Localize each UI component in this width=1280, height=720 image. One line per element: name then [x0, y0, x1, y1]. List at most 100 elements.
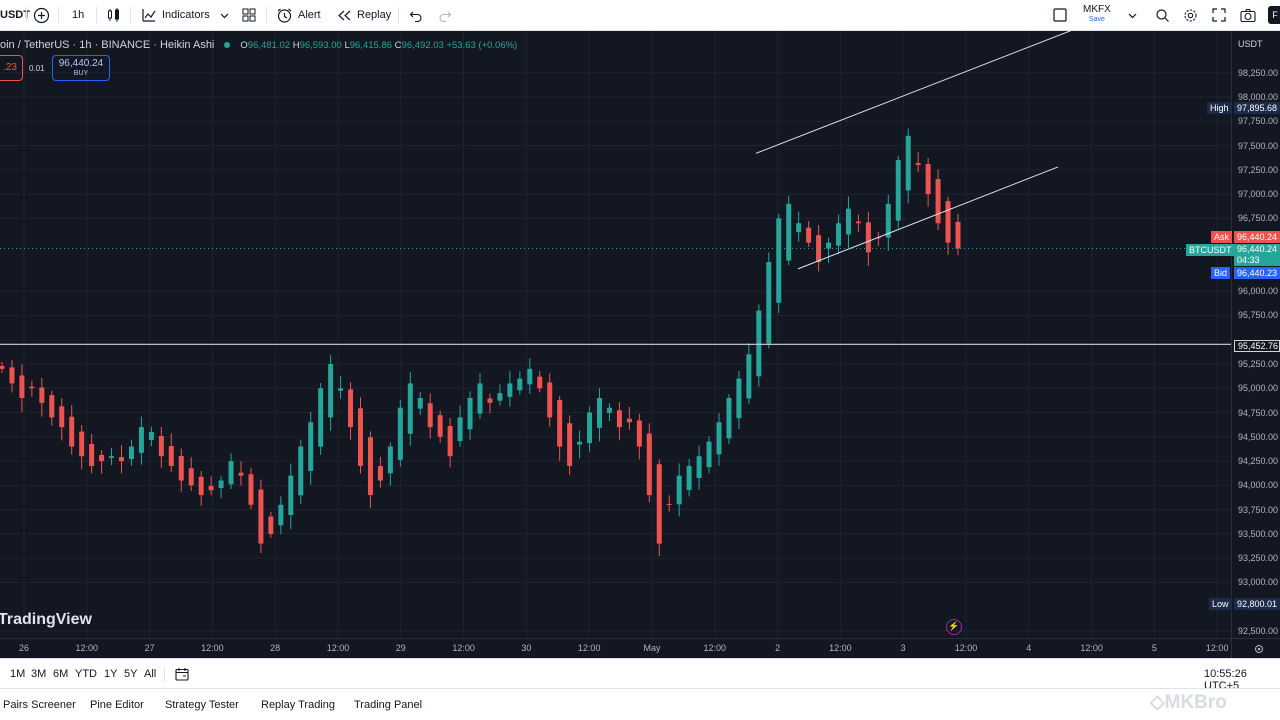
candle-body — [9, 367, 15, 384]
candle-body — [587, 412, 593, 444]
candle-body — [278, 504, 284, 526]
drawings — [0, 31, 1231, 345]
tab-pine-editor[interactable]: Pine Editor — [90, 699, 144, 711]
avatar[interactable]: F — [1268, 6, 1280, 24]
chart-canvas[interactable] — [0, 31, 1231, 638]
undo-button[interactable] — [409, 0, 423, 30]
candle-body — [577, 441, 583, 445]
candle-body — [865, 222, 871, 253]
candle-body — [367, 437, 373, 496]
candle-body — [885, 203, 891, 238]
candles — [0, 128, 961, 557]
candle-body — [686, 465, 692, 491]
bottom-panel-tabs: Pairs Screener Pine Editor Strategy Test… — [0, 688, 1280, 720]
compare-symbol-button[interactable] — [33, 0, 50, 30]
candle-body — [935, 179, 941, 224]
price-axis[interactable]: USDT 98,250.00 98,000.00 97,750.00 97,500.0… — [1231, 31, 1280, 638]
legend-ohlc: O96,481.02 H96,593.00 L96,415.86 C96,492… — [240, 40, 517, 51]
currency-label[interactable]: USDT — [1238, 39, 1263, 49]
events-icon[interactable]: ⚡ — [946, 619, 962, 635]
legend-title[interactable]: oin / TetherUS · 1h · BINANCE · Heikin A… — [0, 39, 215, 51]
camera-icon — [1240, 8, 1256, 22]
candle-body — [467, 397, 473, 430]
fullscreen-button[interactable] — [1212, 0, 1226, 30]
candle-body — [318, 388, 324, 447]
time-tick-label: 12:00 — [577, 643, 601, 653]
range-3m[interactable]: 3M — [31, 668, 47, 680]
price-tick-label: 94,500.00 — [1238, 431, 1279, 442]
time-tick-label: 12:00 — [201, 643, 224, 653]
candle-body — [457, 417, 463, 442]
tab-pairs-screener[interactable]: Pairs Screener — [3, 699, 76, 711]
candle-body — [507, 383, 513, 397]
candle-body — [89, 443, 95, 466]
price-tick-label: 95,250.00 — [1238, 359, 1279, 369]
candle-body — [387, 446, 393, 474]
layout-name-button[interactable]: MKFX Save — [1083, 0, 1111, 30]
snapshot-button[interactable] — [1240, 0, 1256, 30]
candle-body — [527, 368, 533, 385]
time-tick-label: 12:00 — [703, 643, 727, 653]
price-tick-label: 98,250.00 — [1238, 67, 1279, 78]
alert-button[interactable]: Alert — [276, 0, 321, 30]
axis-settings-button[interactable] — [1231, 638, 1280, 658]
grid-layout-icon — [242, 8, 256, 22]
redo-button[interactable] — [438, 0, 452, 30]
calendar-icon[interactable] — [175, 667, 189, 681]
price-tick-label: 96,000.00 — [1238, 286, 1279, 297]
time-tick-label: 29 — [395, 643, 406, 653]
candle-body — [905, 135, 911, 191]
settings-button[interactable] — [1183, 0, 1198, 30]
time-axis[interactable]: 26 12:00 27 12:00 28 12:00 29 12:00 30 12:00 May 12… — [0, 638, 1231, 658]
price-tick-label: 97,000.00 — [1238, 189, 1279, 200]
range-ytd[interactable]: YTD — [75, 668, 97, 680]
indicators-button[interactable]: Indicators — [141, 0, 210, 30]
candle-body — [238, 472, 244, 476]
candle-body — [915, 163, 921, 165]
chart-legend: oin / TetherUS · 1h · BINANCE · Heikin A… — [0, 38, 517, 52]
quick-search-button[interactable] — [1155, 0, 1170, 30]
redo-icon — [439, 11, 452, 22]
symbol-search-button[interactable]: USDT — [0, 0, 30, 30]
time-tick-label: 12:00 — [452, 643, 475, 653]
price-tick-label: 97,500.00 — [1238, 140, 1279, 151]
replay-button[interactable]: Replay — [337, 0, 391, 30]
range-1m[interactable]: 1M — [10, 668, 26, 680]
candle-body — [308, 422, 314, 471]
candle-body — [955, 221, 961, 249]
range-6m[interactable]: 6M — [53, 668, 69, 680]
chart-type-button[interactable] — [106, 0, 122, 30]
sell-price: .23 — [3, 62, 17, 73]
indicators-icon — [142, 9, 156, 22]
search-icon — [1156, 8, 1169, 22]
square-icon — [1053, 8, 1067, 22]
candle-body — [128, 446, 134, 460]
tab-trading-panel[interactable]: Trading Panel — [354, 699, 423, 711]
range-1y[interactable]: 1Y — [104, 668, 118, 680]
divider — [58, 7, 59, 23]
chart-pane[interactable]: oin / TetherUS · 1h · BINANCE · Heikin A… — [0, 31, 1231, 638]
tab-replay-trading[interactable]: Replay Trading — [261, 699, 335, 711]
indicators-dropdown-button[interactable] — [220, 0, 229, 30]
low-tag-label: Low — [1209, 598, 1232, 610]
time-tick-label: 12:00 — [326, 643, 350, 653]
tab-strategy-tester[interactable]: Strategy Tester — [165, 699, 239, 711]
candle-body — [178, 456, 184, 481]
range-5y[interactable]: 5Y — [124, 668, 138, 680]
alarm-clock-icon — [277, 8, 292, 23]
candle-body — [836, 223, 841, 246]
range-all[interactable]: All — [144, 668, 157, 680]
buy-button[interactable]: 96,440.24 BUY — [52, 55, 110, 81]
candle-body — [49, 395, 55, 418]
date-range-bar: 1M 3M 6M YTD 1Y 5Y All 10:55:26 UTC+5 — [0, 658, 1280, 692]
sell-button[interactable]: .23 — [0, 55, 23, 81]
diamond-icon: ◇ — [1150, 692, 1165, 713]
layouts-button[interactable] — [241, 0, 257, 30]
candle-body — [487, 398, 493, 403]
candle-body — [288, 475, 294, 516]
candle-body — [69, 416, 75, 447]
fullscreen-toggle-button[interactable] — [1053, 0, 1067, 30]
interval-button[interactable]: 1h — [72, 0, 84, 30]
candle-body — [736, 378, 742, 419]
layout-dropdown-button[interactable] — [1128, 0, 1137, 30]
